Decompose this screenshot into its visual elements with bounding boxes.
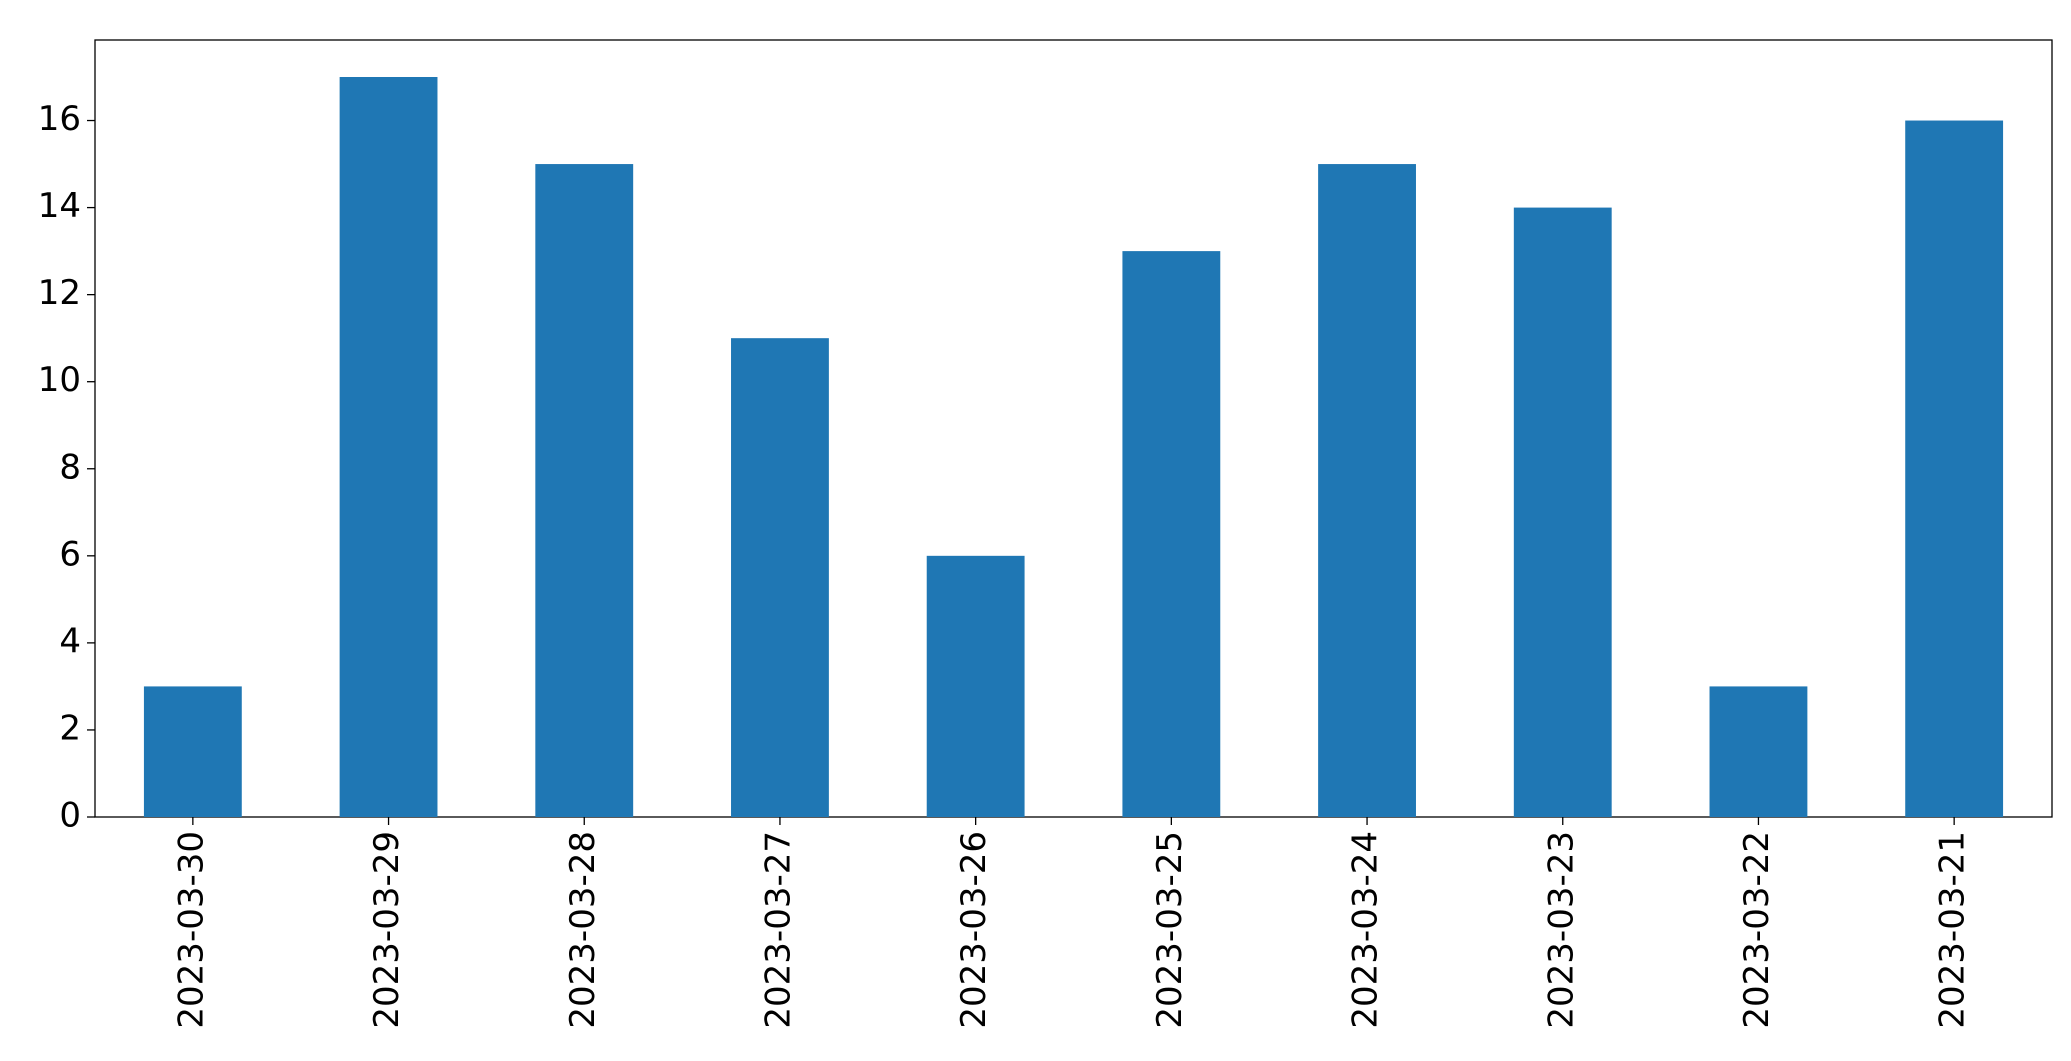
x-tick-label: 2023-03-23: [1541, 831, 1581, 1029]
bar: [1318, 164, 1416, 817]
y-tick-label: 14: [38, 186, 81, 226]
bar: [1122, 251, 1221, 817]
x-tick-label: 2023-03-28: [563, 831, 603, 1029]
bar: [1513, 207, 1612, 817]
y-tick-label: 10: [38, 360, 81, 400]
x-tick-label: 2023-03-21: [1933, 831, 1973, 1029]
x-tick-label: 2023-03-22: [1737, 831, 1777, 1029]
y-tick-label: 16: [38, 99, 81, 139]
x-tick-label: 2023-03-29: [367, 831, 407, 1029]
y-tick-label: 12: [38, 273, 81, 313]
bar: [926, 555, 1025, 817]
y-tick-label: 2: [59, 708, 81, 748]
y-tick-label: 0: [59, 796, 81, 836]
plot-frame: [94, 39, 2053, 818]
x-tick-label: 2023-03-30: [171, 831, 211, 1029]
bar: [535, 164, 634, 817]
x-tick-label: 2023-03-25: [1150, 831, 1190, 1029]
y-tick-label: 6: [59, 534, 81, 574]
bar: [1905, 120, 2004, 817]
y-tick-label: 4: [59, 621, 81, 661]
bar: [1709, 686, 1808, 817]
bar: [339, 77, 438, 817]
bar: [731, 338, 829, 817]
x-tick-label: 2023-03-27: [758, 831, 798, 1029]
x-tick-label: 2023-03-24: [1346, 831, 1386, 1029]
bar: [143, 686, 242, 817]
x-tick-label: 2023-03-26: [954, 831, 994, 1029]
y-tick-label: 8: [59, 447, 81, 487]
